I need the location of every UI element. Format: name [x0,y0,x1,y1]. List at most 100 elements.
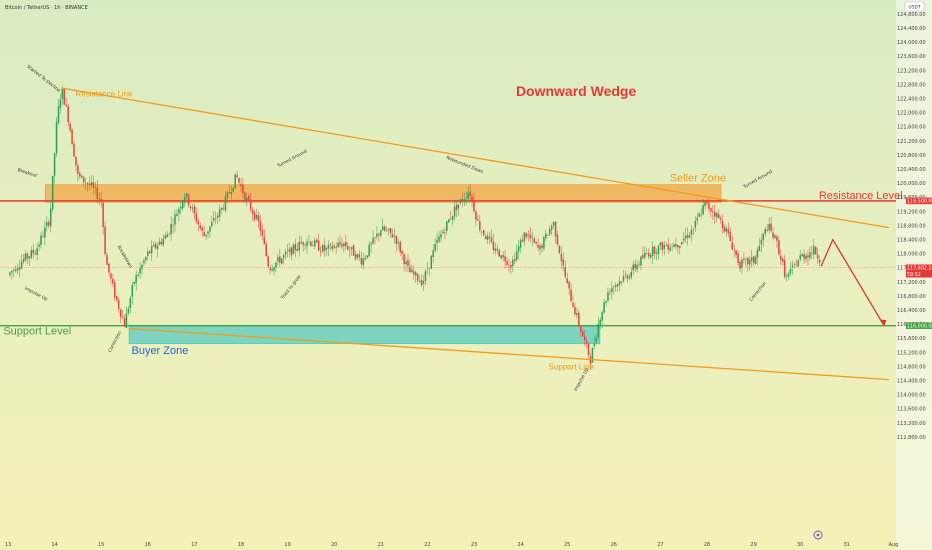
candle-body-15 [38,244,40,247]
candle-body-107 [216,215,219,218]
candle-body-328 [646,253,648,254]
candle-body-76 [156,245,159,250]
candle-body-200 [397,241,400,243]
candle-body-334 [657,245,660,255]
candle-body-155 [310,241,312,246]
candle-body-343 [675,243,677,247]
candle-body-52 [110,273,112,279]
candle-body-327 [644,252,646,258]
x-tick-label-15: 28 [704,542,710,548]
candle-body-11 [30,250,33,258]
candle-body-404 [793,263,796,265]
y-tick-label-21: 116,400.00 [897,308,926,314]
candle-body-307 [605,301,607,303]
candle-body-6 [20,261,23,269]
candle-body-397 [780,255,782,260]
candle-body-182 [362,258,365,266]
candle-body-239 [473,200,475,212]
candle-body-389 [764,229,766,234]
candle-body-262 [517,246,520,252]
candle-body-98 [199,225,201,229]
candle-body-136 [273,267,275,271]
candle-body-252 [498,250,500,257]
replay-icon[interactable] [813,530,823,540]
candle-body-93 [189,206,192,208]
annotation-4: Support Level [3,325,71,337]
candle-body-317 [624,274,627,276]
candle-body-169 [337,243,339,247]
candle-body-195 [387,228,390,231]
annotation-0: Downward Wedge [516,83,637,99]
candle-body-185 [368,244,370,257]
candle-body-90 [183,196,186,203]
candle-body-362 [712,211,714,213]
candle-body-14 [36,248,38,255]
candle-body-266 [525,233,528,237]
candle-body-192 [381,226,384,231]
candle-body-109 [220,207,223,210]
candle-body-0 [9,272,11,275]
candle-body-172 [343,243,345,247]
candle-body-70 [145,257,147,261]
candle-body-133 [267,256,269,267]
candle-body-251 [496,248,499,251]
candle-body-86 [176,214,178,216]
candle-body-9 [26,253,29,259]
candle-body-312 [614,285,617,287]
candle-body-285 [562,259,565,266]
candle-body-375 [737,253,739,263]
candle-body-89 [182,201,184,209]
candle-body-125 [251,209,254,214]
x-tick-label-4: 17 [191,542,197,548]
candle-body-231 [457,204,460,209]
candle-body-314 [618,280,621,285]
y-tick-label-4: 123,200.00 [897,68,926,74]
candle-body-20 [48,222,50,226]
price-label-box-2 [906,270,932,278]
currency-button[interactable] [904,1,925,12]
candle-body-348 [684,235,687,239]
candle-body-92 [187,194,190,206]
candle-body-59 [123,318,126,327]
candle-body-159 [317,240,320,251]
zone-0 [44,184,722,203]
candle-body-32 [71,129,73,145]
candle-body-361 [710,208,712,212]
candle-body-94 [191,207,194,209]
candle-body-147 [294,244,297,250]
candle-body-75 [154,243,157,248]
candle-body-146 [292,244,295,254]
y-tick-label-9: 121,200.00 [897,139,926,145]
candle-body-156 [312,245,314,247]
candle-body-289 [570,289,572,302]
candle-body-80 [164,235,167,239]
candle-body-7 [22,259,25,262]
candle-body-102 [207,231,209,234]
y-tick-label-20: 116,800.00 [897,294,926,300]
candle-body-360 [708,202,710,210]
candle-body-174 [347,245,349,250]
candle-body-349 [686,234,689,238]
candle-body-355 [698,213,700,217]
candle-body-364 [715,212,718,218]
candle-body-246 [486,235,489,240]
candle-body-161 [321,245,324,252]
candle-body-164 [327,244,330,249]
candle-body-184 [366,255,368,258]
projection-arrowhead [879,319,887,327]
candle-body-325 [640,256,642,266]
candle-body-248 [490,237,493,242]
candle-body-112 [226,192,229,198]
candle-body-322 [634,263,636,269]
candle-body-206 [409,266,411,273]
candle-body-118 [238,178,240,183]
candle-body-103 [209,226,211,232]
candle-body-400 [785,275,788,277]
y-tick-label-15: 118,800.00 [897,223,926,229]
candle-body-414 [813,246,815,255]
candle-body-329 [648,253,650,257]
candle-body-319 [628,276,631,279]
candle-body-191 [380,230,382,236]
candle-body-197 [391,234,394,238]
